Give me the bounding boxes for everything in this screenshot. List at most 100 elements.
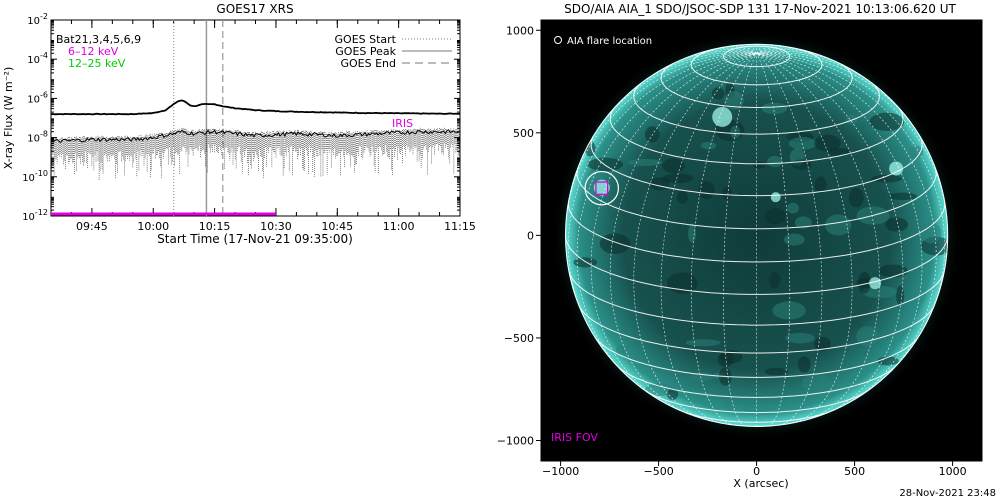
surface-feature: [814, 134, 841, 152]
latitude-line: [609, 107, 904, 165]
y-tick-label: −1000: [497, 434, 534, 447]
y-axis: −1000 −500 0 500 1000: [497, 24, 541, 447]
longitude-line: [756, 49, 821, 56]
heliographic-grid: [565, 44, 948, 427]
longitude-line: [692, 49, 757, 56]
surface-feature: [785, 332, 815, 344]
surface-feature: [871, 174, 902, 183]
surface-feature: [878, 264, 908, 278]
bright-region: [869, 277, 882, 290]
surface-feature: [797, 356, 811, 373]
surface-feature: [667, 272, 698, 294]
longitude-line: [660, 53, 757, 424]
x-tick-label: 11:15: [444, 220, 476, 233]
y-tick-label: 0: [527, 229, 534, 242]
surface-feature: [764, 207, 786, 225]
longitude-line: [756, 53, 946, 330]
longitude-line: [756, 53, 791, 427]
x-axis: 09:45 10:00 10:15 10:30 10:45 11:00 11:15: [50, 20, 476, 233]
series-goes-long-channel: [50, 99, 460, 116]
legend-series: Bat21,3,4,5,6,9 6–12 keV 12–25 keV: [56, 33, 141, 70]
surface-feature: [783, 233, 805, 246]
surface-feature: [700, 141, 717, 150]
surface-feature: [794, 216, 812, 229]
bright-region: [593, 179, 610, 196]
surface-feature: [587, 157, 624, 172]
surface-feature: [788, 137, 817, 150]
surface-feature: [824, 214, 852, 236]
bright-region: [889, 161, 904, 176]
longitude-line: [633, 53, 757, 421]
solar-disk: [565, 44, 948, 427]
surface-feature: [677, 190, 688, 205]
longitude-line: [756, 53, 904, 414]
y-tick-label: 10-6: [27, 90, 48, 105]
y-tick-label: 10-10: [22, 169, 48, 184]
noise-bars: [50, 127, 461, 180]
image-title: SDO/AIA AIA_1 SDO/JSOC-SDP 131 17-Nov-20…: [564, 2, 956, 16]
x-tick-label: −1000: [542, 465, 579, 478]
y-tick-label: 10-12: [22, 208, 48, 223]
longitude-line: [576, 53, 757, 381]
surface-feature: [858, 271, 871, 294]
legend-6-12kev: 6–12 keV: [68, 45, 119, 58]
x-tick-label: 500: [844, 465, 865, 478]
surface-feature: [722, 186, 732, 200]
x-tick-label: 10:15: [199, 220, 231, 233]
surface-feature: [814, 176, 827, 194]
surface-feature: [786, 202, 800, 214]
y-tick-label: −500: [504, 332, 534, 345]
longitude-line: [609, 53, 757, 414]
legend-12-25kev: 12–25 keV: [68, 57, 126, 70]
y-tick-label: 500: [513, 127, 534, 140]
longitude-line: [756, 51, 845, 66]
surface-feature: [723, 397, 732, 408]
surface-feature: [599, 233, 631, 254]
surface-feature: [667, 388, 679, 400]
surface-feature: [662, 173, 694, 184]
x-axis: −1000 −500 0 500 1000: [542, 461, 967, 478]
x-tick-label: 11:00: [383, 220, 415, 233]
surface-feature: [772, 301, 806, 320]
surface-feature: [888, 192, 917, 201]
footer-timestamp: 28-Nov-2021 23:48: [899, 488, 996, 499]
surface-feature: [862, 285, 898, 299]
x-axis-label: X (arcsec): [733, 477, 788, 490]
longitude-line: [668, 51, 757, 66]
surface-feature: [885, 217, 909, 232]
x-tick-label: −500: [643, 465, 673, 478]
surface-feature: [856, 326, 879, 347]
surface-feature: [627, 158, 663, 166]
longitude-line: [690, 53, 757, 426]
surface-feature: [761, 102, 788, 115]
y-axis-label: X-ray Flux (W m⁻²): [2, 67, 15, 169]
surface-feature: [645, 383, 674, 397]
iris-fov-label: IRIS FOV: [551, 431, 598, 444]
surface-feature: [767, 155, 783, 168]
surface-feature: [896, 285, 905, 306]
longitude-line: [565, 53, 757, 236]
image-frame: [540, 19, 983, 462]
surface-feature: [802, 373, 833, 393]
legend-goes-start: GOES Start: [335, 33, 397, 46]
surface-feature: [920, 222, 942, 244]
x-tick-label: 1000: [939, 465, 967, 478]
chart-title: GOES17 XRS: [216, 2, 293, 16]
surface-feature: [615, 345, 628, 355]
bright-region: [770, 192, 781, 203]
flare-legend-icon: [554, 36, 562, 44]
longitude-line: [756, 53, 823, 426]
surface-feature: [869, 112, 905, 131]
x-tick-label: 09:45: [76, 220, 108, 233]
goes-xrs-panel: GOES17 XRS 10-12 10-10 10-8 10-6 10-4 10-2 09…: [2, 2, 476, 246]
legend-goes-peak: GOES Peak: [335, 45, 396, 58]
solar-limb: [565, 43, 949, 427]
surface-feature: [814, 337, 831, 351]
bright-region: [712, 106, 733, 127]
surface-feature: [698, 181, 715, 200]
longitude-line: [723, 53, 757, 427]
latitude-line: [660, 61, 853, 108]
x-tick-label: 10:30: [260, 220, 292, 233]
latitude-line: [590, 135, 923, 197]
